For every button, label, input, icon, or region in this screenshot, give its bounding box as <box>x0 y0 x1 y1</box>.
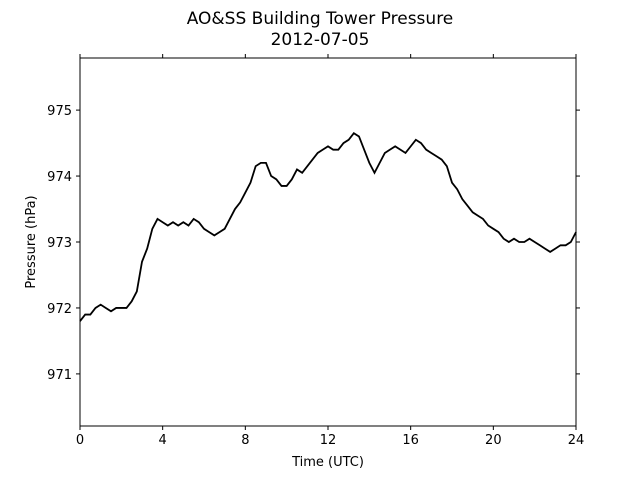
x-axis-label: Time (UTC) <box>291 455 364 470</box>
chart-title: AO&SS Building Tower Pressure <box>187 9 454 29</box>
y-tick-label: 975 <box>47 104 72 119</box>
y-tick-label: 972 <box>47 302 72 317</box>
x-tick-label: 0 <box>76 433 84 448</box>
x-tick-label: 16 <box>402 433 419 448</box>
y-tick-label: 974 <box>47 170 72 185</box>
y-tick-label: 971 <box>47 368 72 383</box>
x-tick-label: 8 <box>241 433 249 448</box>
x-tick-label: 24 <box>568 433 585 448</box>
x-tick-label: 4 <box>159 433 167 448</box>
chart-subtitle: 2012-07-05 <box>271 30 370 50</box>
x-tick-label: 12 <box>320 433 337 448</box>
x-tick-label: 20 <box>485 433 502 448</box>
y-axis-label: Pressure (hPa) <box>24 195 39 288</box>
data-line <box>79 131 577 322</box>
y-tick-label: 973 <box>47 236 72 251</box>
plot-frame <box>79 57 577 427</box>
